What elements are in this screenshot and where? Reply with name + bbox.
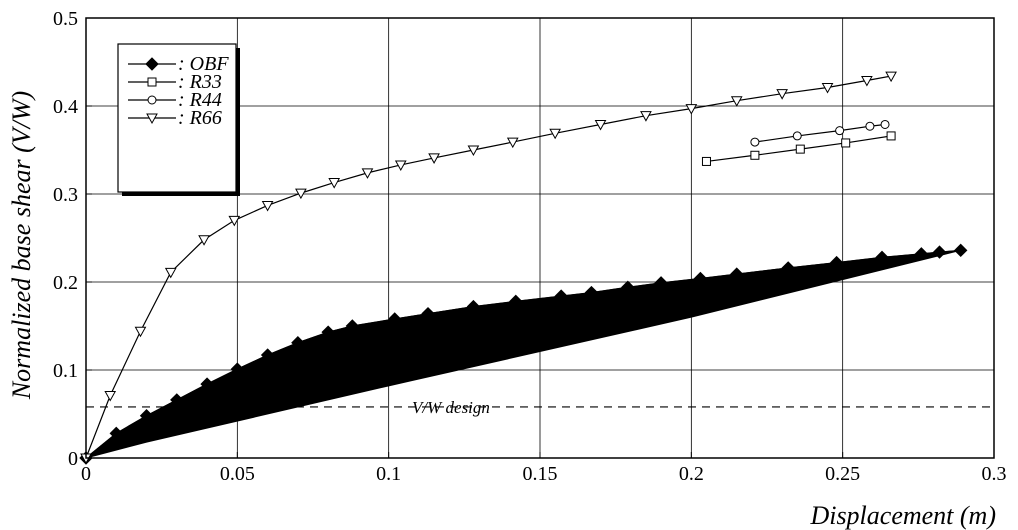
data-point [865,121,875,131]
data-point [198,235,210,246]
data-point [792,131,802,141]
x-tick-label: 0.3 [982,463,1007,485]
design-line-label: V/W design [412,398,490,417]
data-point [104,391,117,402]
y-axis-label: Normalized base shear (V/W) [7,91,36,400]
x-tick-label: 0.05 [220,463,255,485]
data-point [109,426,123,441]
data-point [421,306,435,321]
y-tick-label: 0.3 [53,184,78,206]
legend: : OBF: R33: R44: R66 [117,43,240,196]
data-point [861,75,873,87]
data-point [291,336,305,350]
series-obf [79,243,968,465]
data-point [835,126,845,136]
legend-swatch-marker [147,95,157,105]
data-point [170,393,184,407]
series-r66 [80,71,897,465]
data-point [584,285,599,300]
x-tick-label: 0.2 [679,463,704,485]
data-point [885,71,897,83]
data-point [776,89,788,100]
legend-swatch-marker [145,57,159,71]
data-point [685,104,698,115]
data-point [886,131,896,141]
legend-entry: : R66 [178,107,222,129]
data-point [953,243,968,258]
data-point [467,145,480,157]
data-point [230,362,245,376]
series-r33 [701,131,896,166]
data-point [228,215,241,227]
data-point [394,160,407,171]
data-point [932,245,947,259]
data-point [200,377,214,391]
legend-swatch-marker [146,113,158,125]
data-point [506,137,519,149]
x-tick-label: 0.15 [523,463,558,485]
data-point [750,150,760,160]
data-point [509,294,523,309]
data-point [875,250,889,265]
data-point [654,276,668,290]
data-point [730,267,744,281]
data-point [164,267,177,279]
data-point [701,156,711,166]
x-tick-label: 0 [81,463,91,485]
series-r44 [750,119,890,147]
y-tick-label: 0.5 [53,8,78,30]
data-point [730,96,743,107]
data-point [134,326,147,338]
data-point [260,348,275,362]
data-point [880,119,890,129]
data-point [594,119,607,131]
x-tick-label: 0.1 [376,463,401,485]
data-point [388,312,402,326]
data-point [554,289,568,303]
data-point [914,247,929,261]
data-point [361,168,374,179]
data-point [781,261,795,275]
tick-labels: 0 0.05 0.1 0.15 0.2 0.25 0.3 0 0.1 0.2 0.3 0.4 0.5 [53,8,1007,485]
data-point [841,138,851,148]
data-point [295,188,307,200]
data-point [328,178,341,189]
data-point [321,325,335,339]
data-point [466,299,481,314]
data-point [795,144,805,154]
y-tick-label: 0 [68,448,78,470]
data-point [693,271,708,286]
data-point [345,319,360,333]
series-line [85,249,961,459]
legend-swatch-marker [147,77,157,87]
y-tick-label: 0.1 [53,360,78,382]
data-point [829,255,844,270]
hysteresis-fill [85,249,961,459]
x-tick-label: 0.25 [825,463,860,485]
data-point [549,128,561,140]
y-tick-label: 0.2 [53,272,78,294]
data-point [750,137,760,147]
y-tick-label: 0.4 [53,96,78,118]
data-point [821,83,834,94]
data-point [139,409,154,423]
data-point [640,111,652,122]
data-point [621,280,635,294]
legend-entry: : R33 [178,71,222,93]
data-point [261,200,274,212]
legend-entry: : R44 [178,89,222,111]
legend-entry: : OBF [178,53,229,75]
x-axis-label: Displacement (m) [809,501,996,530]
data-point [428,153,440,164]
